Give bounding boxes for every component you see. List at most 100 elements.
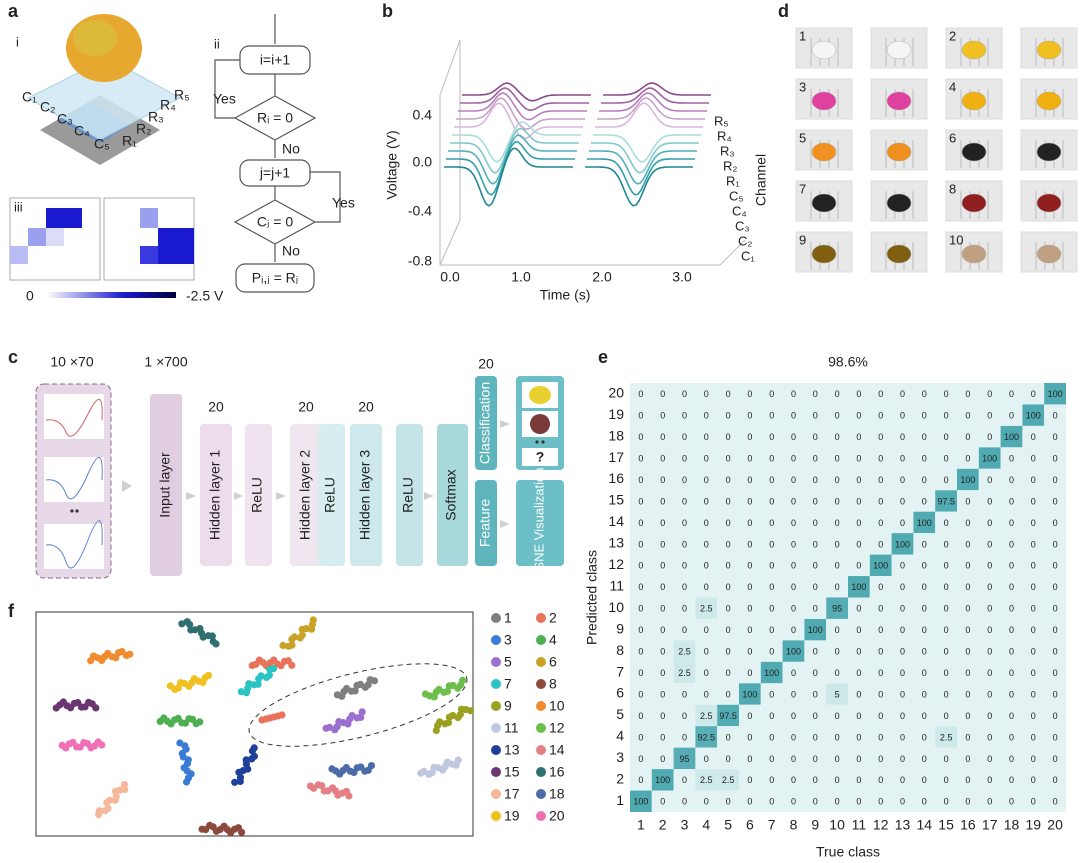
- matrix-cell: [913, 597, 936, 619]
- cell-value: 0: [747, 604, 752, 614]
- cell-value: 0: [747, 496, 752, 506]
- object: [886, 244, 912, 264]
- object: [1036, 40, 1062, 60]
- cell-value: 0: [965, 604, 970, 614]
- voltage-trace: [450, 127, 699, 174]
- channel-label: R₄: [717, 128, 732, 143]
- matrix-cell: [935, 790, 957, 812]
- legend-swatch: [536, 701, 546, 711]
- cell-value: 0: [769, 582, 774, 592]
- tsne-point: [112, 793, 120, 801]
- x-tick-label: 1: [637, 817, 645, 833]
- matrix-cell: [935, 404, 957, 426]
- cell-value: 0: [813, 518, 818, 528]
- cell-value: 0: [791, 496, 796, 506]
- cell-value: 0: [944, 775, 949, 785]
- matrix-cell: [935, 747, 957, 770]
- tsne-point: [126, 650, 134, 658]
- cell-value: 0: [1031, 775, 1036, 785]
- object-label: 4: [949, 79, 956, 94]
- cell-value: 0: [1053, 647, 1058, 657]
- matrix-cell: [651, 425, 674, 448]
- matrix-cell: [826, 511, 848, 534]
- tsne-point: [204, 671, 213, 680]
- matrix-cell: [782, 704, 805, 727]
- layer-label: Hidden layer 2: [297, 450, 313, 540]
- object-label: 5: [799, 130, 806, 145]
- cell-value: 0: [835, 775, 840, 785]
- matrix-cell: [1022, 618, 1045, 641]
- cell-value: 0: [922, 604, 927, 614]
- legend-label: 10: [549, 698, 565, 714]
- cell-value: 0: [900, 582, 905, 592]
- matrix-cell: [673, 554, 696, 577]
- cell-value: 0: [660, 732, 665, 742]
- matrix-cell: [891, 769, 914, 791]
- matrix-cell: [651, 661, 674, 684]
- cell-value: 0: [944, 604, 949, 614]
- cell-value: 0: [878, 732, 883, 742]
- cell-value: 0: [900, 711, 905, 721]
- matrix-cell: [848, 468, 870, 491]
- cell-value: 0: [704, 432, 709, 442]
- x-tick-label: 1.0: [511, 269, 531, 285]
- cell-value: 0: [813, 432, 818, 442]
- cell-value: 0: [922, 411, 927, 421]
- panel-label: f: [8, 601, 15, 621]
- matrix-cell: [891, 554, 914, 577]
- cell-value: 0: [1053, 711, 1058, 721]
- matrix-cell: [673, 704, 696, 727]
- matrix-cell: [1044, 597, 1066, 619]
- y-tick-label: 8: [616, 642, 624, 658]
- cell-value: 0: [835, 668, 840, 678]
- x-tick-label: 20: [1047, 817, 1063, 833]
- cell-value: 0: [987, 668, 992, 678]
- matrix-cell: [978, 404, 1001, 426]
- matrix-cell: [978, 704, 1001, 727]
- x-tick-label: 8: [790, 817, 798, 833]
- matrix-cell: [935, 704, 957, 727]
- matrix-cell: [651, 447, 674, 469]
- cell-value: 0: [638, 475, 643, 485]
- cell-value: 0: [987, 496, 992, 506]
- cell-value: 0: [965, 668, 970, 678]
- matrix-cell: [957, 404, 979, 426]
- cell-value: 0: [856, 689, 861, 699]
- cell-value: 0: [878, 432, 883, 442]
- matrix-cell: [1022, 447, 1045, 469]
- cell-value: 0: [965, 453, 970, 463]
- panel-label: a: [8, 1, 19, 21]
- tsne-point: [358, 708, 366, 716]
- matrix-cell: [782, 683, 805, 705]
- object: [961, 244, 987, 264]
- matrix-cell: [1022, 769, 1045, 791]
- cell-value: 0: [791, 775, 796, 785]
- matrix-cell: [717, 683, 739, 705]
- cell-value: 0: [1053, 496, 1058, 506]
- tsne-point: [257, 672, 265, 680]
- cell-value: 0: [878, 496, 883, 506]
- cell-value: 0: [900, 689, 905, 699]
- voltage-trace: [462, 82, 711, 102]
- tsne-point: [279, 641, 287, 650]
- voltage-trace: [454, 102, 703, 140]
- x-axis-label: True class: [816, 844, 880, 860]
- cell-value: 0: [813, 389, 818, 399]
- matrix-cell: [826, 597, 848, 619]
- matrix-cell: [695, 447, 718, 469]
- matrix-cell: [695, 597, 718, 619]
- cell-value: 0: [922, 797, 927, 807]
- cell-value: 0: [1031, 518, 1036, 528]
- cell-value: 0: [944, 689, 949, 699]
- tsne-point: [278, 711, 286, 719]
- tsne-point: [288, 641, 296, 649]
- cell-value: 0: [835, 518, 840, 528]
- legend-label: 18: [549, 786, 565, 802]
- cell-value: 0: [900, 518, 905, 528]
- matrix-cell: [891, 425, 914, 448]
- cell-value: 0: [769, 432, 774, 442]
- cell-value: 0: [813, 668, 818, 678]
- cell-value: 0: [682, 411, 687, 421]
- matrix-cell: [739, 683, 761, 705]
- cell-value: 0: [813, 754, 818, 764]
